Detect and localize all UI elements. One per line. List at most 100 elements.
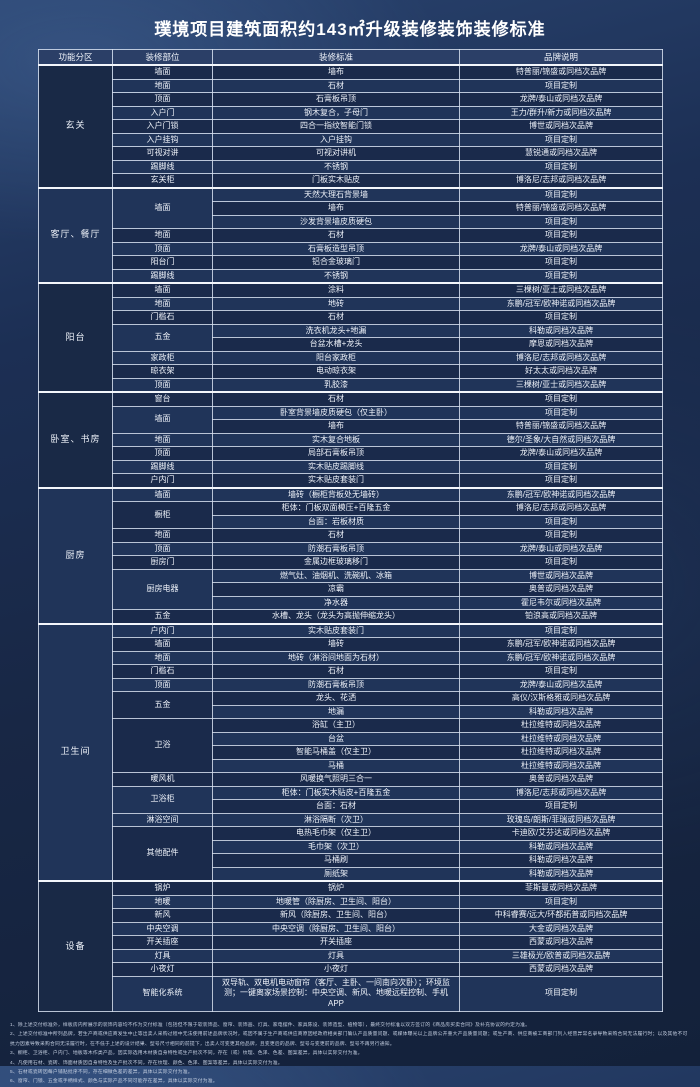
standard-cell: 石膏板吊顶 [212,92,460,107]
standard-cell: 小夜灯 [212,962,460,977]
brand-cell: 大金或同档次品牌 [459,921,663,936]
table-row: 顶面 乳胶漆 三棵树/亚士或同档次品牌 [39,377,663,393]
table-row: 五金 龙头、花洒 高仪/汉斯格雅或同档次品牌 [39,691,663,719]
footnote-line: 5、石材或瓷砖因每户铺贴批序不同，存在细微色差的差异，具体以实际交付为准。 [10,1069,193,1075]
brand-cell: 项目定制 [459,975,663,1012]
part-cell: 卫浴 [112,718,213,773]
brand-cell: 项目定制 [459,894,663,909]
table-row: 五金 洗衣机龙头+地漏 科勒或同档次品牌 [39,323,663,352]
table-row: 墙面 墙砖 东鹏/冠军/欧神诺或同档次品牌 [39,637,663,652]
brand-cell: 项目定制 [459,514,663,529]
standard-cell: 智能马桶盖（仅主卫） [212,745,460,760]
table-row: 可视对讲 可视对讲机 慧锐通或同档次品牌 [39,146,663,161]
brand-cell: 项目定制 [459,555,663,570]
table-row: 沙发背景墙皮质硬包 项目定制 [39,214,663,229]
brand-cell: 杜拉维特或同档次品牌 [459,718,663,733]
table-row: 地暖 地暖管（除厨房、卫生间、阳台） 项目定制 [39,894,663,909]
standard-cell: 墙布 [212,201,460,216]
table-row: 卫浴 浴缸（主卫） 杜拉维特或同档次品牌 [39,718,663,773]
table-row: 橱柜 柜体：门板双面模压+百隆五金 博洛尼/志邦或同档次品牌 [39,501,663,529]
standard-cell: 可视对讲机 [212,146,460,161]
table-row: 新风 新风（除厨房、卫生间、阳台） 中科睿赛/远大/环都拓普或同档次品牌 [39,908,663,923]
standard-cell: 台盆 [212,731,460,746]
column-header: 装修标准 [212,49,460,66]
brand-cell: 博洛尼/志邦或同档次品牌 [459,785,663,800]
standard-cell: 钢木复合，子母门 [212,105,460,120]
part-cell: 可视对讲 [112,146,213,161]
table-row: 台面：岩板材质 项目定制 [39,514,663,529]
part-cell: 踢脚线 [112,159,213,174]
footnotes: 1、除上述交付标准外，样板房内所展示的装饰内容均不作为交付标准（包括但不限于软装… [10,1021,690,1087]
brand-cell: 德尔/圣象/大自然或同档次品牌 [459,432,663,447]
part-cell: 墙面 [112,637,213,652]
standard-cell: 金属边框玻璃移门 [212,555,460,570]
brand-cell: 杜拉维特或同档次品牌 [459,745,663,760]
part-cell: 入户挂钩 [112,132,213,147]
standard-cell: 墙砖 [212,637,460,652]
zone-cell: 设备 [38,879,113,1012]
brand-cell: 奥普或同档次品牌 [459,582,663,597]
table-row: 地面 石材 项目定制 [39,528,663,543]
table-row: 地面 实木复合地板 德尔/圣象/大自然或同档次品牌 [39,432,663,447]
brand-cell: 项目定制 [459,473,663,488]
brand-cell: 科勒或同档次品牌 [459,704,663,719]
standard-cell: 实木复合地板 [212,432,460,447]
standard-cell: 石材 [212,664,460,679]
standard-cell: 局部石膏板吊顶 [212,446,460,461]
table-row: 开关插座 开关插座 西蒙或同档次品牌 [39,935,663,950]
brand-cell: 项目定制 [459,78,663,93]
standard-cell: 墙砖（橱柜背板处无墙砖） [212,486,460,502]
table-row: 马桶刷 科勒或同档次品牌 [39,853,663,868]
standard-cell: 地漏 [212,704,460,719]
brand-cell: 博洛尼/志邦或同档次品牌 [459,350,663,365]
part-cell: 厨房电器 [112,568,213,610]
part-cell: 门槛石 [112,664,213,679]
column-header: 装修部位 [112,49,213,66]
standard-cell: 开关插座 [212,935,460,950]
standard-cell: 水槽、龙头（龙头为高抛伸缩龙头） [212,609,460,624]
table-row: 玄关柜 门板实木贴皮 博洛尼/志邦或同档次品牌 [39,173,663,188]
zone-cell: 厨房 [38,486,113,624]
part-cell: 小夜灯 [112,962,213,977]
zone-cell: 玄关 [38,64,113,188]
table-row: 智能化系统 双导轨、双电机电动窗帘（客厅、主卧、一间南向次卧）；环境监测；一键离家… [39,975,663,1012]
standard-cell: 地砖 [212,296,460,311]
part-cell: 墙面 [112,486,213,502]
table-row: 台面：石材 项目定制 [39,799,663,814]
standard-cell: 马桶 [212,758,460,773]
table-row: 阳台门 铝合金玻璃门 项目定制 [39,255,663,270]
table-row: 墙布 特普丽/锦盛或同档次品牌 [39,201,663,216]
brand-cell: 龙牌/泰山或同档次品牌 [459,92,663,107]
brand-cell: 项目定制 [459,255,663,270]
part-cell: 地面 [112,78,213,93]
brand-cell: 博世或同档次品牌 [459,568,663,583]
brand-cell: 项目定制 [459,132,663,147]
standard-cell: 地暖管（除厨房、卫生间、阳台） [212,894,460,909]
brand-cell: 项目定制 [459,405,663,420]
part-cell: 橱柜 [112,501,213,529]
table-row: 踢脚线 不锈钢 项目定制 [39,268,663,284]
part-cell: 户内门 [112,622,213,638]
brand-cell: 杜拉维特或同档次品牌 [459,758,663,773]
part-cell: 五金 [112,609,213,624]
footnote-line: 1、除上述交付标准外，样板房内所展示的装饰内容均不作为交付标准（包括但不限于软装… [10,1022,531,1028]
part-cell: 地面 [112,650,213,665]
table-row: 地面 地砖 东鹏/冠军/欧神诺或同档次品牌 [39,296,663,311]
part-cell: 入户门 [112,105,213,120]
table-row: 门槛石 石材 项目定制 [39,310,663,325]
standard-cell: 地砖（淋浴间地面为石材） [212,650,460,665]
footnote-line: 3、橱柜、卫浴柜、户内门、地板等木作类产品，因实际选用木材质自身特性或生产批次不… [10,1051,363,1057]
part-cell: 智能化系统 [112,975,213,1012]
brand-cell: 特普丽/锦盛或同档次品牌 [459,64,663,80]
standard-cell: 龙头、花洒 [212,691,460,706]
table-row: 台盆 杜拉维特或同档次品牌 [39,731,663,746]
table-row: 顶面 石膏板吊顶 龙牌/泰山或同档次品牌 [39,92,663,107]
table-row: 家政柜 阳台家政柜 博洛尼/志邦或同档次品牌 [39,350,663,365]
brand-cell: 项目定制 [459,159,663,174]
table-row: 顶面 防潮石膏板吊顶 龙牌/泰山或同档次品牌 [39,677,663,692]
footnote-line: 4、凡使用石材、瓷砖、饰面材质因自身特性及生产批次不同，存在纹理、颜色、色泽、图… [10,1060,283,1066]
standard-cell: 防潮石膏板吊顶 [212,541,460,556]
standard-cell: 实木贴皮踢脚线 [212,459,460,474]
table-row: 厨房 墙面 墙砖（橱柜背板处无墙砖） 东鹏/冠军/欧神诺或同档次品牌 [38,486,663,624]
part-cell: 淋浴空间 [112,812,213,827]
